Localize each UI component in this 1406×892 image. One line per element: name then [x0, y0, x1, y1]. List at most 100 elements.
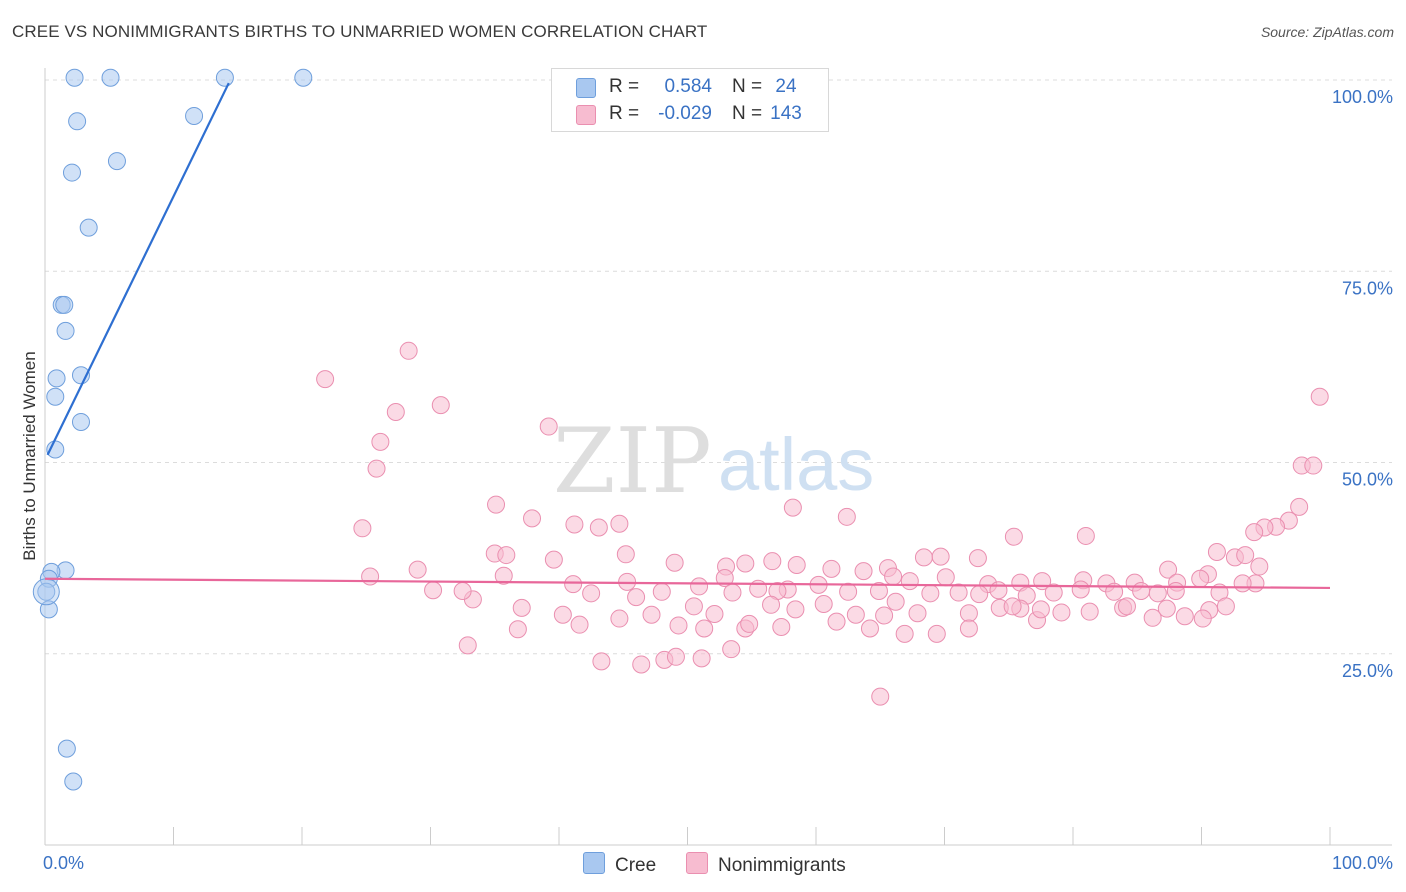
- nonimmigrants-point: [705, 604, 724, 623]
- nonimmigrants-point: [1003, 597, 1022, 616]
- nonimmigrants-point: [1250, 557, 1269, 576]
- legend-r-value: 0.584: [664, 76, 712, 97]
- nonimmigrants-point: [508, 620, 527, 639]
- nonimmigrants-point: [1304, 456, 1323, 475]
- nonimmigrants-point: [1191, 569, 1210, 588]
- nonimmigrants-point: [959, 619, 978, 638]
- nonimmigrants-point: [367, 459, 386, 478]
- bottom-legend-cree[interactable]: Cree: [583, 852, 656, 877]
- nonimmigrants-point: [642, 605, 661, 624]
- nonimmigrants-point: [431, 396, 450, 415]
- x-tick-label: 0.0%: [43, 853, 84, 873]
- nonimmigrants-point: [399, 341, 418, 360]
- nonimmigrants-point: [494, 566, 513, 585]
- cree-point: [37, 582, 56, 601]
- y-tick-label: 100.0%: [1332, 87, 1393, 107]
- nonimmigrants-point: [854, 562, 873, 581]
- nonimmigrants-point: [1245, 523, 1264, 542]
- legend-r-value: -0.029: [658, 103, 712, 124]
- nonimmigrants-point: [846, 605, 865, 624]
- nonimmigrants-point: [665, 553, 684, 572]
- nonimmigrants-point: [837, 507, 856, 526]
- nonimmigrants-point: [1004, 527, 1023, 546]
- nonimmigrants-point: [786, 600, 805, 619]
- nonimmigrants-point: [610, 514, 629, 533]
- cree-swatch: [583, 852, 605, 874]
- nonimmigrants-point: [931, 547, 950, 566]
- nonimmigrants-point: [692, 649, 711, 668]
- nonimmigrants-point: [1159, 560, 1178, 579]
- nonimmigrants-point: [361, 567, 380, 586]
- bottom-legend-nonimmigrants[interactable]: Nonimmigrants: [686, 852, 846, 877]
- legend-n-label: N =: [732, 76, 763, 97]
- legend-n-value: 24: [775, 76, 797, 97]
- nonimmigrants-point: [772, 617, 791, 636]
- nonimmigrants-point: [1216, 597, 1235, 616]
- cree-point: [57, 739, 76, 758]
- nonimmigrants-point: [408, 560, 427, 579]
- nonimmigrants-point: [959, 604, 978, 623]
- nonimmigrants-point: [1207, 543, 1226, 562]
- cree-points: [32, 68, 313, 791]
- cree-point: [101, 68, 120, 87]
- nonimmigrants-point: [895, 624, 914, 643]
- nonimmigrants-point: [512, 598, 531, 617]
- nonimmigrants-point: [900, 572, 919, 591]
- nonimmigrants-point: [1080, 602, 1099, 621]
- chart-title: CREE VS NONIMMIGRANTS BIRTHS TO UNMARRIE…: [12, 22, 708, 41]
- nonimmigrants-point: [927, 624, 946, 643]
- tick-labels: 25.0% 50.0% 75.0% 100.0% 0.0% 100.0%: [43, 87, 1393, 873]
- nonimmigrants-point: [1233, 574, 1252, 593]
- nonimmigrants-point: [353, 519, 372, 538]
- cree-point: [71, 412, 90, 431]
- legend-r-label: R =: [609, 76, 640, 97]
- nonimmigrants-point: [565, 515, 584, 534]
- nonimmigrants-point: [822, 559, 841, 578]
- nonimmigrants-point: [666, 647, 685, 666]
- nonimmigrants-point: [610, 609, 629, 628]
- nonimmigrants-point: [1044, 583, 1063, 602]
- y-tick-label: 25.0%: [1342, 661, 1393, 681]
- watermark-atlas: atlas: [718, 423, 874, 506]
- legend: R = 0.584 N = 24 R = -0.029 N = 143: [551, 68, 829, 132]
- cree-point: [46, 387, 65, 406]
- nonimmigrants-point: [869, 582, 888, 601]
- cree-point: [107, 152, 126, 171]
- nonimmigrants-point: [740, 614, 759, 633]
- nonimmigrants-point: [886, 592, 905, 611]
- axes: [44, 68, 1392, 846]
- nonimmigrants-swatch: [686, 852, 708, 874]
- nonimmigrants-point: [684, 597, 703, 616]
- nonimmigrants-point: [453, 582, 472, 601]
- nonimmigrants-point: [497, 546, 516, 565]
- nonimmigrants-point: [1076, 526, 1095, 545]
- nonimmigrants-point: [487, 495, 506, 514]
- cree-label: Cree: [615, 855, 657, 876]
- nonimmigrants-point: [1031, 600, 1050, 619]
- nonimmigrants-point: [695, 619, 714, 638]
- y-tick-label: 75.0%: [1342, 278, 1393, 298]
- nonimmigrants-point: [715, 569, 734, 588]
- cree-point: [56, 321, 75, 340]
- nonimmigrants-point: [875, 606, 894, 625]
- nonimmigrants-point: [860, 619, 879, 638]
- nonimmigrants-point: [921, 584, 940, 603]
- nonimmigrants-point: [871, 687, 890, 706]
- nonimmigrants-point: [1290, 497, 1309, 516]
- cree-point: [215, 68, 234, 87]
- nonimmigrants-point: [544, 550, 563, 569]
- nonimmigrants-point: [968, 549, 987, 568]
- nonimmigrants-point: [632, 655, 651, 674]
- nonimmigrants-point: [1143, 608, 1162, 627]
- nonimmigrants-point: [1117, 597, 1136, 616]
- nonimmigrants-point: [316, 370, 335, 389]
- nonimmigrants-point: [553, 605, 572, 624]
- cree-point: [79, 218, 98, 237]
- legend-n-value: 143: [770, 103, 802, 124]
- nonimmigrants-point: [652, 582, 671, 601]
- nonimmigrants-point: [458, 636, 477, 655]
- nonimmigrants-point: [564, 575, 583, 594]
- x-tick-label: 100.0%: [1332, 853, 1393, 873]
- cree-point: [64, 772, 83, 791]
